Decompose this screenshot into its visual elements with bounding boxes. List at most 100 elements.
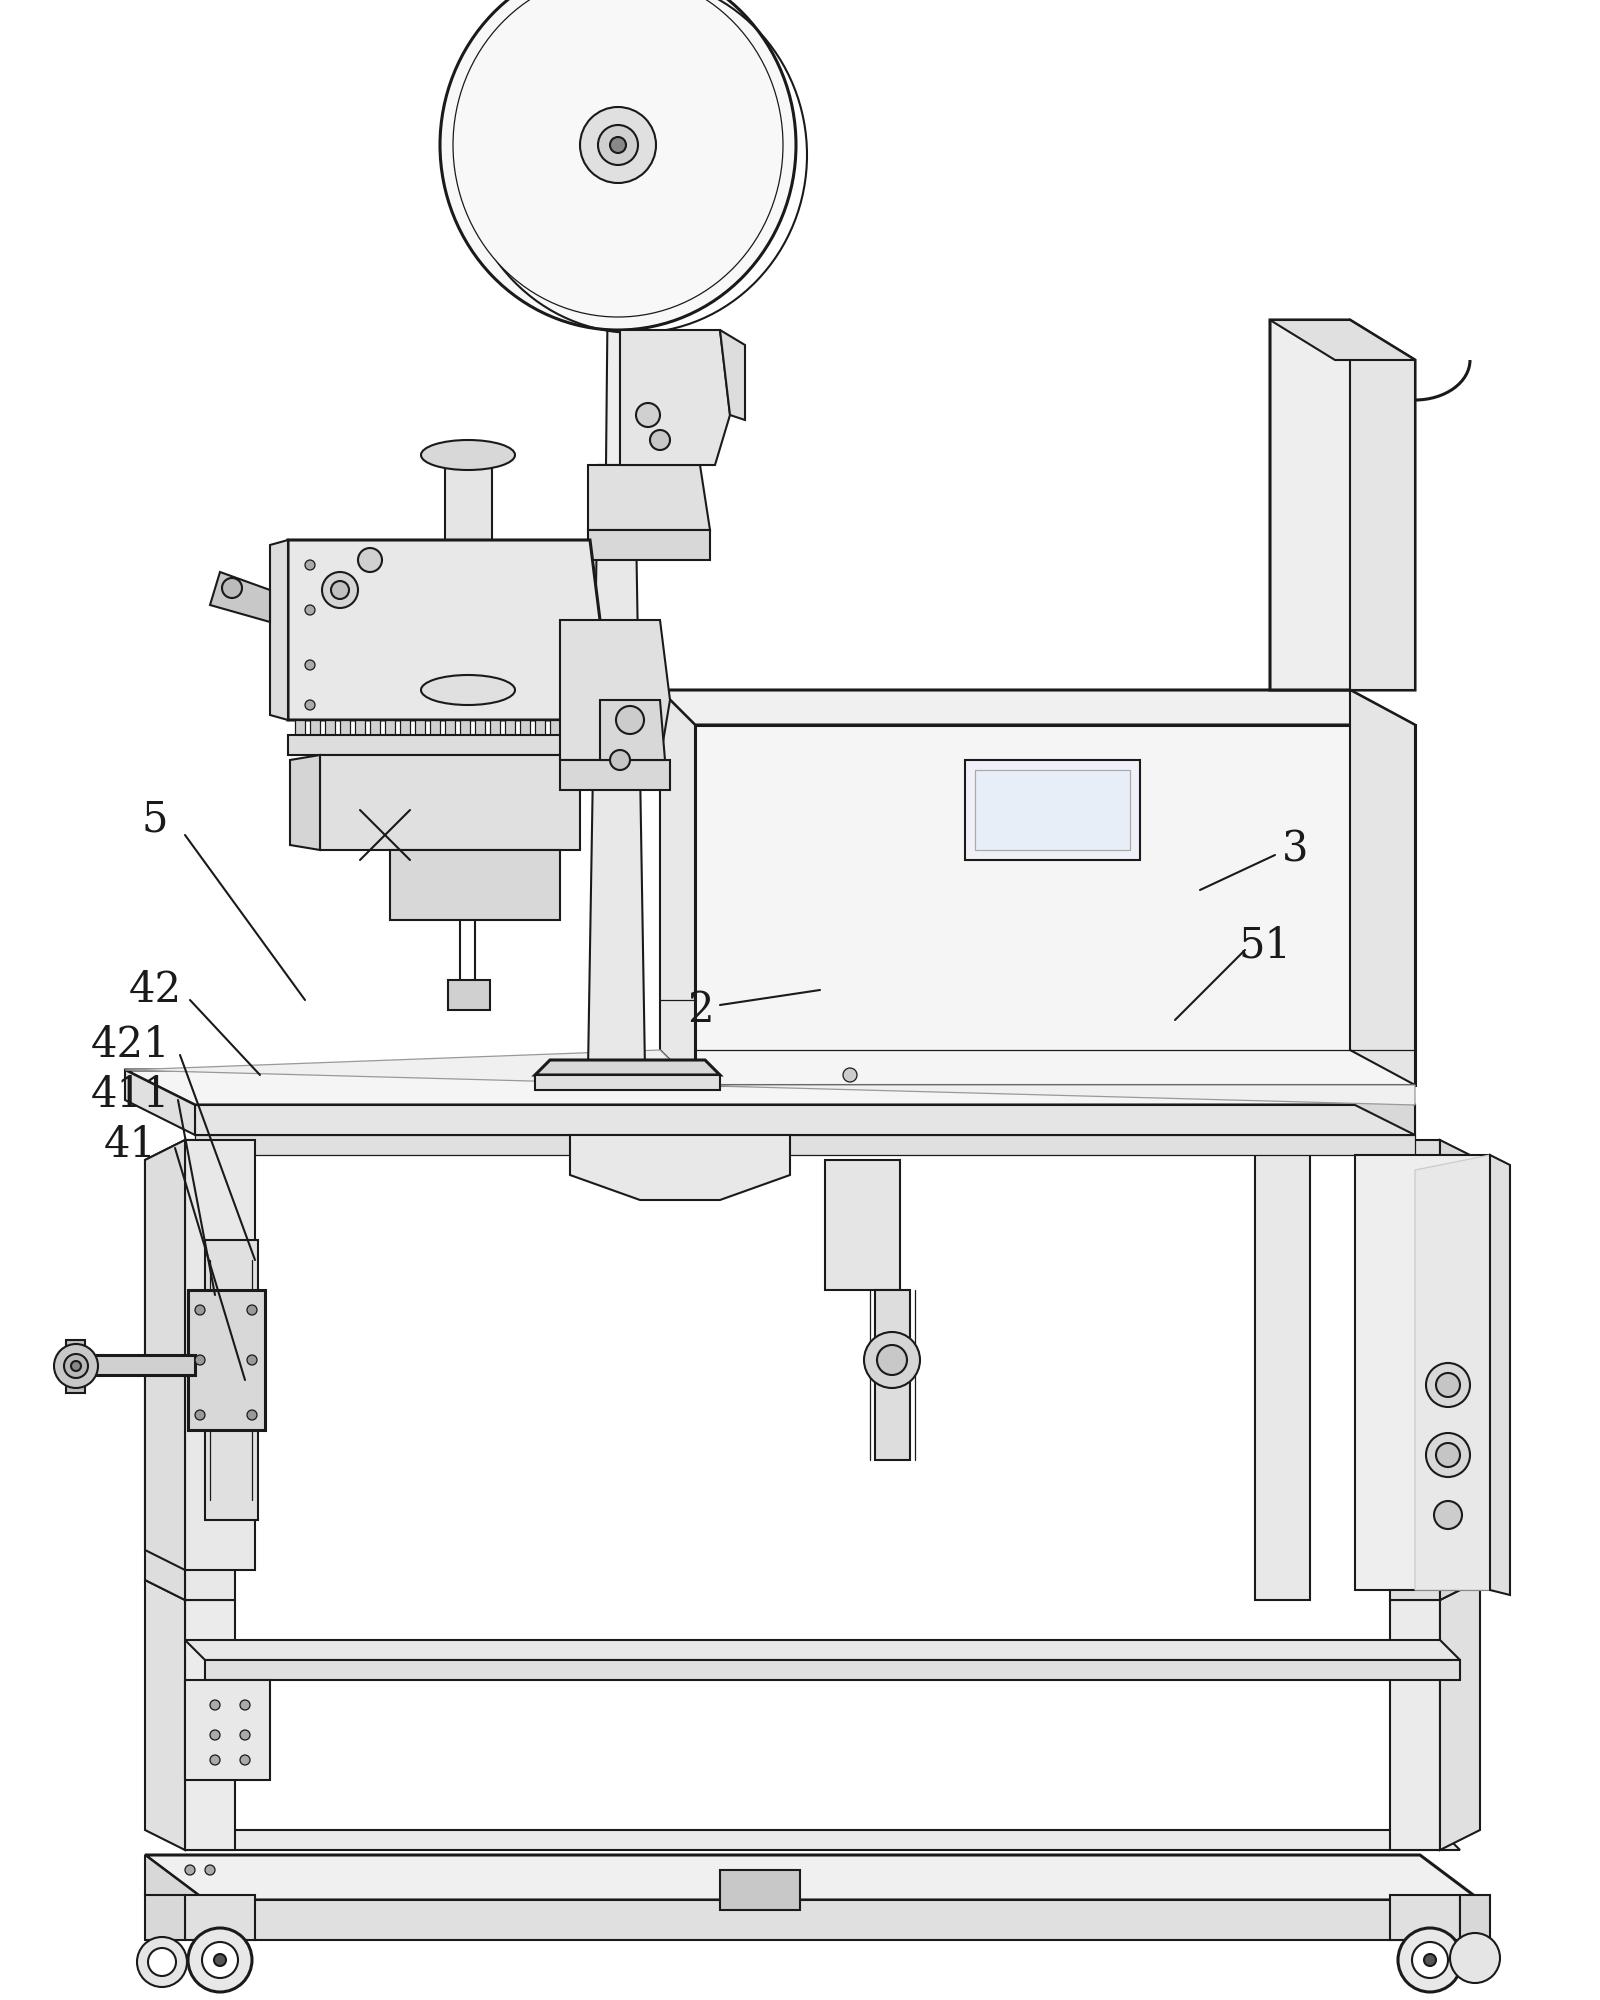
Text: 41: 41 [104,1124,157,1166]
Text: 42: 42 [128,970,181,1012]
Circle shape [322,572,358,608]
Polygon shape [1390,1140,1440,1600]
Circle shape [205,1864,214,1876]
Circle shape [306,604,315,616]
Polygon shape [1350,690,1414,1084]
Polygon shape [72,1356,195,1376]
Polygon shape [1390,1896,1459,1940]
Circle shape [189,1928,253,1992]
Polygon shape [186,1600,235,1850]
Polygon shape [400,720,410,740]
Polygon shape [270,540,288,720]
Polygon shape [189,1290,266,1430]
Circle shape [610,136,626,154]
Polygon shape [1459,1896,1490,1940]
Polygon shape [1254,1140,1310,1600]
Polygon shape [125,1070,195,1136]
Text: 421: 421 [90,1024,170,1066]
Circle shape [864,1332,920,1388]
Polygon shape [1346,1070,1414,1136]
Polygon shape [606,264,630,464]
Polygon shape [186,1140,254,1570]
Polygon shape [66,1340,85,1392]
Polygon shape [445,456,493,690]
Polygon shape [1270,320,1414,360]
Circle shape [202,1942,238,1978]
Circle shape [598,124,638,166]
Circle shape [186,1864,195,1876]
Polygon shape [186,1680,270,1780]
Polygon shape [210,572,270,622]
Polygon shape [600,700,666,760]
Polygon shape [1390,1600,1440,1850]
Circle shape [1437,1444,1459,1468]
Polygon shape [125,1070,1414,1104]
Polygon shape [826,1160,899,1290]
Circle shape [195,1410,205,1420]
Circle shape [246,1410,258,1420]
Circle shape [240,1756,250,1764]
Circle shape [195,1304,205,1316]
Circle shape [210,1700,221,1710]
Circle shape [246,1356,258,1364]
Polygon shape [288,734,590,754]
Polygon shape [720,1870,800,1910]
Polygon shape [1440,1140,1480,1600]
Polygon shape [589,464,710,530]
Polygon shape [506,720,515,740]
Polygon shape [146,1140,186,1570]
Polygon shape [534,1076,720,1090]
Polygon shape [570,1136,790,1200]
Circle shape [877,1344,907,1376]
Circle shape [1413,1942,1448,1978]
Text: 5: 5 [142,798,168,840]
Polygon shape [390,850,560,920]
Circle shape [843,1068,858,1082]
Polygon shape [445,720,454,740]
Polygon shape [974,770,1130,850]
Polygon shape [534,1060,720,1076]
Circle shape [1437,1372,1459,1396]
Polygon shape [694,724,1414,1084]
Circle shape [70,1360,82,1372]
Polygon shape [186,1140,235,1600]
Polygon shape [205,1240,258,1520]
Polygon shape [386,720,395,740]
Polygon shape [589,464,645,1070]
Polygon shape [605,262,632,272]
Polygon shape [339,720,350,740]
Polygon shape [475,720,485,740]
Polygon shape [1490,1156,1510,1596]
Polygon shape [461,720,470,740]
Polygon shape [720,330,746,420]
Circle shape [358,548,382,572]
Polygon shape [146,1896,186,1940]
Polygon shape [430,720,440,740]
Circle shape [214,1954,226,1966]
Polygon shape [414,720,426,740]
Text: 2: 2 [686,988,714,1032]
Circle shape [138,1936,187,1988]
Polygon shape [355,720,365,740]
Polygon shape [1350,320,1414,690]
Circle shape [306,560,315,570]
Polygon shape [195,1136,1414,1156]
Circle shape [306,660,315,670]
Circle shape [650,430,670,450]
Polygon shape [1440,1580,1480,1850]
Polygon shape [290,754,320,850]
Circle shape [306,700,315,710]
Circle shape [1398,1928,1462,1992]
Circle shape [147,1948,176,1976]
Polygon shape [125,1050,1414,1104]
Polygon shape [320,754,579,850]
Polygon shape [195,1104,1414,1136]
Circle shape [579,106,656,184]
Polygon shape [560,760,670,790]
Circle shape [54,1344,98,1388]
Circle shape [210,1756,221,1764]
Polygon shape [288,540,600,720]
Polygon shape [875,1290,910,1460]
Polygon shape [146,1140,186,1600]
Polygon shape [165,1830,1459,1850]
